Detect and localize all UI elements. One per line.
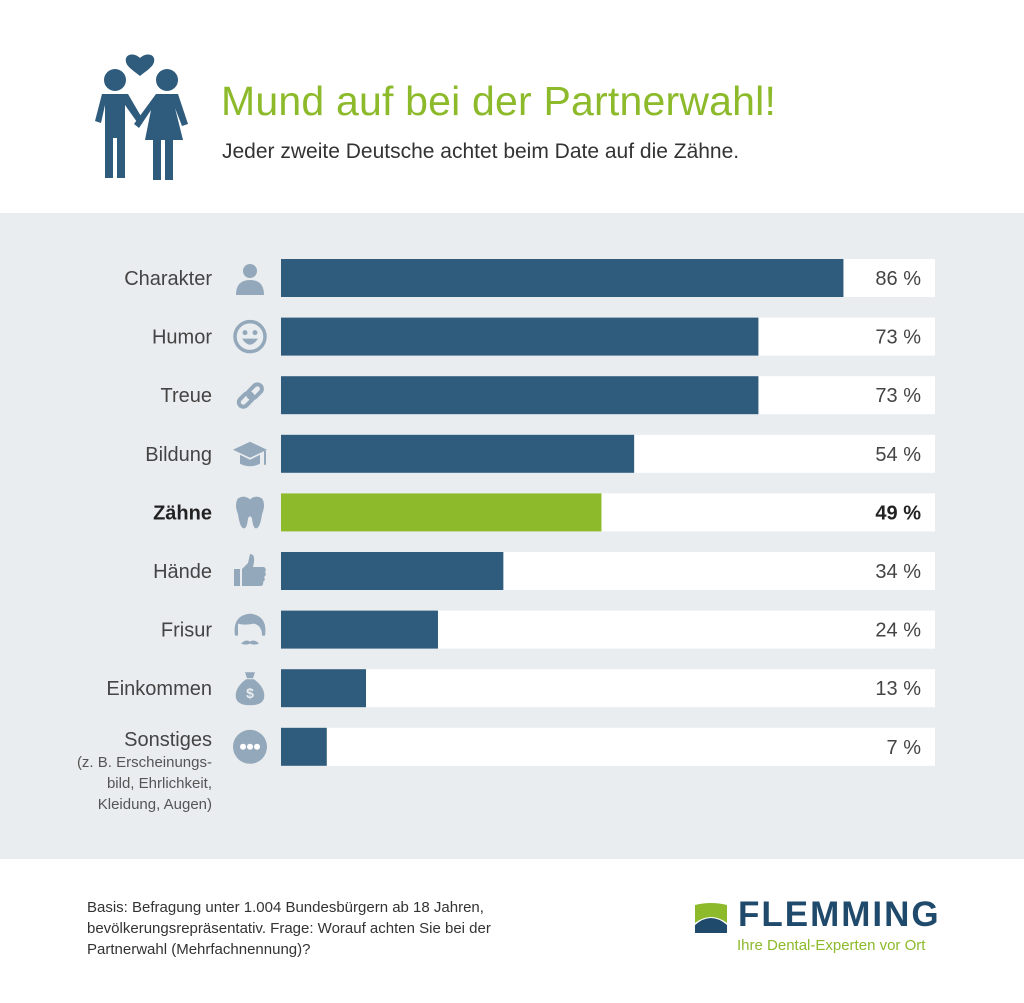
icon-part (247, 743, 253, 750)
value-label: 13 % (875, 678, 921, 700)
page-subtitle: Jeder zweite Deutsche achtet beim Date a… (222, 140, 740, 163)
source-line: bevölkerungsrepräsentativ. Frage: Worauf… (87, 920, 491, 937)
hairstyle-icon (234, 613, 266, 645)
bar (281, 434, 635, 473)
category-label: Charakter (124, 268, 212, 290)
bar-row: 86 % Charakter (124, 259, 935, 297)
category-note: Kleidung, Augen) (98, 796, 212, 813)
value-label: 54 % (875, 444, 921, 466)
source-line: Basis: Befragung unter 1.004 Bundesbürge… (87, 899, 484, 916)
source-note: Basis: Befragung unter 1.004 Bundesbürge… (87, 897, 567, 960)
tooth-logo-icon (695, 903, 727, 933)
icon-part (233, 319, 267, 354)
header: Mund auf bei der Partnerwahl! Jeder zwei… (0, 0, 1024, 213)
bar (281, 552, 504, 590)
bar-row: 24 % Frisur (161, 610, 935, 649)
bar (281, 727, 327, 766)
bar (281, 669, 367, 708)
icon-part (240, 743, 246, 750)
icon-part (233, 441, 267, 458)
value-label: 49 % (875, 502, 921, 524)
icon-part (242, 338, 258, 345)
category-label: Zähne (153, 502, 212, 524)
category-note: bild, Ehrlichkeit, (107, 775, 212, 792)
bar-row: 34 % Hände (153, 552, 935, 590)
value-label: 73 % (875, 385, 921, 407)
category-label: Sonstiges (124, 729, 212, 751)
value-label: 24 % (875, 620, 921, 642)
value-label: 73 % (875, 327, 921, 349)
icon-part (242, 330, 248, 336)
bar (281, 610, 438, 649)
icon-part (240, 454, 260, 467)
bar-row: 73 % Treue (160, 376, 935, 415)
icon-part (236, 496, 264, 529)
more-icon (233, 729, 267, 764)
value-label: 86 % (875, 268, 921, 290)
icon-part (243, 264, 257, 278)
category-label: Humor (152, 327, 212, 349)
icon-part (264, 450, 266, 465)
category-note: (z. B. Erscheinungs- (77, 754, 212, 771)
bar-row: 13 % Einkommen $ (106, 669, 935, 708)
category-label: Einkommen (106, 678, 212, 700)
value-label: 34 % (875, 561, 921, 583)
icon-part (245, 382, 264, 401)
bar (281, 259, 844, 297)
brand-name: FLEMMING (738, 895, 941, 934)
bar-row: 73 % Humor (152, 317, 935, 356)
icon-part (236, 280, 264, 295)
link-icon (236, 382, 264, 409)
person-icon (236, 264, 264, 295)
icon-part (242, 554, 266, 586)
bar-row: 54 % Bildung (145, 434, 935, 473)
page-title: Mund auf bei der Partnerwahl! (221, 78, 777, 124)
icon-part (252, 330, 258, 336)
bar (281, 317, 759, 356)
value-label: 7 % (887, 737, 922, 759)
brand-tagline: Ihre Dental-Experten vor Ort (737, 937, 926, 954)
category-label: Hände (153, 561, 212, 583)
money-bag-icon: $ (235, 672, 265, 706)
category-label: Frisur (161, 620, 212, 642)
category-label: Bildung (145, 444, 212, 466)
icon-part (234, 613, 266, 636)
thumbs-up-icon (234, 554, 266, 586)
dollar-sign: $ (246, 685, 254, 701)
bar (281, 376, 759, 415)
brand-logo: FLEMMING Ihre Dental-Experten vor Ort (693, 895, 953, 963)
bar-row: 49 % Zähne (153, 493, 935, 532)
category-label: Treue (160, 385, 212, 407)
icon-part (241, 640, 259, 645)
bar-track (281, 727, 935, 766)
icon-part (234, 569, 240, 586)
bar-track (281, 669, 935, 708)
icon-part (236, 390, 255, 409)
tooth-icon (236, 496, 264, 529)
icon-part (235, 679, 265, 706)
smiley-icon (233, 319, 267, 354)
bar (281, 493, 602, 532)
icon-part (245, 672, 255, 679)
bar-row: 7 % Sonstiges (z. B. Erscheinungs-bild, Eh… (77, 727, 935, 813)
icon-part (254, 743, 260, 750)
graduation-cap-icon (233, 441, 267, 467)
couple-with-heart-icon (95, 54, 188, 180)
source-line: Partnerwahl (Mehrfachnennung)? (87, 941, 311, 958)
